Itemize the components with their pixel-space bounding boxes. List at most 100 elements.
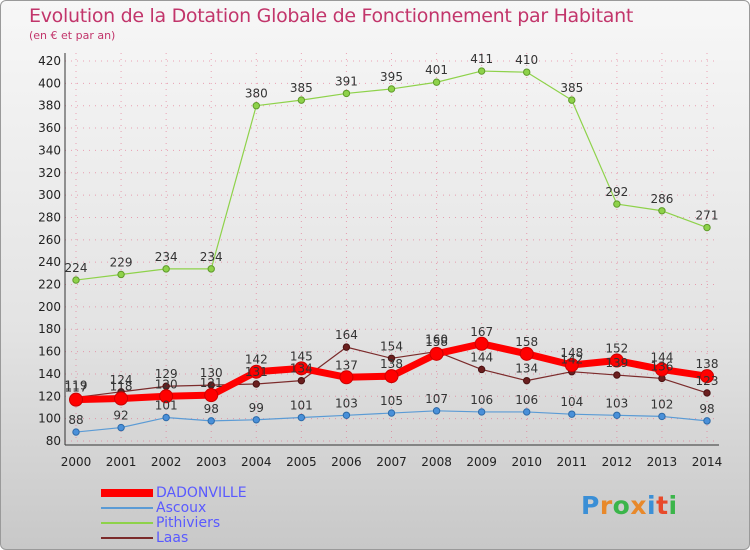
x-tick-label: 2013 [647, 455, 678, 469]
data-label-dadonville: 120 [155, 377, 178, 391]
data-label-ascoux: 101 [155, 399, 178, 413]
data-label-dadonville: 167 [470, 325, 493, 339]
data-point-ascoux [432, 407, 441, 415]
data-point-ascoux [162, 413, 170, 422]
data-label-dadonville: 142 [245, 353, 268, 367]
data-point-ascoux [658, 412, 666, 421]
y-tick-label: 180 [38, 322, 61, 336]
data-point-ascoux [342, 411, 351, 419]
legend-item-ascoux: Ascoux [101, 500, 321, 516]
data-label-pithiviers: 234 [200, 250, 223, 264]
y-tick-label: 320 [38, 166, 61, 180]
y-tick-label: 360 [38, 121, 61, 135]
data-point-pithiviers [432, 78, 441, 86]
data-point-pithiviers [297, 96, 306, 104]
data-label-pithiviers: 224 [65, 261, 88, 275]
data-label-laas: 119 [65, 378, 88, 392]
data-label-dadonville: 138 [696, 357, 719, 371]
logo-letter: i [668, 491, 678, 520]
data-point-laas [523, 376, 531, 385]
y-tick-label: 160 [38, 345, 61, 359]
x-tick-label: 2011 [557, 455, 588, 469]
data-label-dadonville: 117 [65, 381, 88, 395]
data-label-laas: 123 [696, 374, 719, 388]
y-tick-label: 220 [38, 278, 61, 292]
data-point-dadonville [519, 346, 534, 361]
data-point-dadonville [204, 388, 219, 403]
y-tick-label: 380 [38, 99, 61, 113]
data-point-ascoux [387, 409, 396, 417]
data-label-pithiviers: 391 [335, 74, 358, 88]
data-point-dadonville [249, 364, 264, 379]
data-point-dadonville [429, 346, 444, 361]
data-label-dadonville: 137 [335, 358, 358, 372]
data-point-pithiviers [252, 102, 260, 110]
chart-subtitle: (en € et par an) [29, 29, 116, 42]
data-label-laas: 131 [245, 365, 268, 379]
data-point-pithiviers [523, 68, 531, 76]
data-label-pithiviers: 380 [245, 87, 268, 101]
data-point-pithiviers [477, 67, 486, 75]
legend-swatch-dadonville [101, 489, 153, 497]
proxiti-logo: Proxiti [581, 491, 678, 520]
x-tick-label: 2008 [421, 455, 452, 469]
y-tick-label: 240 [38, 255, 61, 269]
data-label-pithiviers: 286 [650, 192, 673, 206]
legend-item-dadonville: DADONVILLE [101, 485, 321, 501]
data-point-ascoux [477, 408, 486, 416]
data-label-laas: 164 [335, 328, 358, 342]
legend-swatch-laas [101, 537, 153, 539]
legend-label: Laas [156, 530, 189, 546]
logo-letter: r [599, 491, 613, 520]
x-tick-label: 2012 [602, 455, 633, 469]
data-label-ascoux: 92 [113, 409, 128, 423]
data-point-dadonville [474, 336, 489, 351]
x-tick-label: 2000 [61, 455, 92, 469]
data-point-ascoux [297, 413, 306, 422]
data-label-laas: 129 [155, 367, 178, 381]
logo-letter: t [656, 491, 669, 520]
x-tick-label: 2009 [466, 455, 497, 469]
x-tick-label: 2006 [331, 455, 362, 469]
data-label-dadonville: 158 [515, 335, 538, 349]
y-tick-label: 300 [38, 188, 61, 202]
data-point-dadonville [700, 369, 714, 384]
data-point-laas [342, 343, 351, 351]
data-label-pithiviers: 401 [425, 63, 448, 77]
legend-item-pithiviers: Pithiviers [101, 515, 321, 531]
data-label-layer: 224 229 234 234 380 385 391 395 401 411 410 385 292 2… [65, 52, 719, 427]
data-point-laas [477, 365, 486, 374]
y-tick-label: 340 [38, 143, 61, 157]
data-label-pithiviers: 410 [515, 53, 538, 67]
data-label-dadonville: 118 [110, 380, 133, 394]
data-label-ascoux: 98 [699, 402, 714, 416]
logo-letter: i [647, 491, 657, 520]
y-tick-label: 420 [38, 54, 61, 68]
x-tick-label: 2002 [151, 455, 182, 469]
legend-swatch-ascoux [101, 507, 153, 509]
data-label-laas: 134 [290, 362, 313, 376]
data-point-ascoux [252, 416, 260, 424]
data-point-pithiviers [117, 270, 125, 279]
y-tick-label: 400 [38, 76, 61, 90]
data-point-dadonville [114, 391, 129, 406]
x-tick-label: 2010 [511, 455, 542, 469]
data-point-dadonville [294, 361, 309, 376]
data-label-ascoux: 98 [204, 402, 219, 416]
data-point-pithiviers [658, 207, 666, 215]
data-point-laas [252, 380, 260, 388]
data-label-laas: 136 [650, 359, 673, 373]
y-tick-label: 80 [46, 434, 61, 448]
y-tick-label: 200 [38, 300, 61, 314]
data-point-ascoux [523, 408, 531, 416]
data-point-dadonville [159, 389, 174, 404]
data-label-ascoux: 88 [68, 413, 83, 427]
data-label-ascoux: 106 [515, 393, 538, 407]
legend-label: DADONVILLE [156, 485, 247, 501]
data-label-ascoux: 105 [380, 394, 403, 408]
data-label-ascoux: 104 [560, 395, 583, 409]
data-point-laas [297, 376, 306, 385]
data-point-pithiviers [387, 85, 396, 93]
data-point-dadonville [564, 358, 579, 372]
